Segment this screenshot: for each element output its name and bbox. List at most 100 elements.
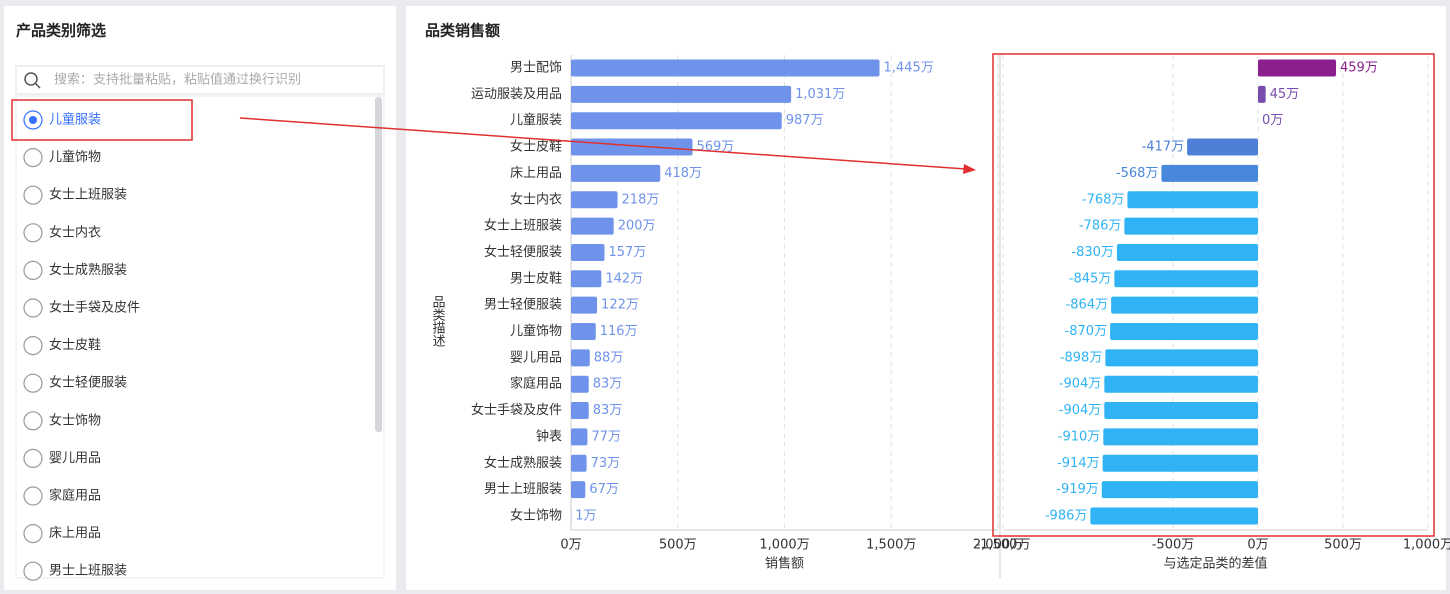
value-label: 88万: [594, 350, 624, 365]
value-label: 0万: [1262, 113, 1283, 128]
y-axis-label: 品类描述: [430, 295, 446, 347]
option-label[interactable]: 女士手袋及皮件: [49, 300, 140, 316]
category-label: 女士内衣: [510, 191, 562, 207]
value-label: 987万: [786, 113, 824, 128]
value-label: 1,031万: [795, 87, 845, 102]
x-tick-label: 1,000万: [1403, 538, 1450, 553]
value-label: -919万: [1056, 482, 1099, 497]
x-axis-label: 与选定品类的差值: [1163, 556, 1267, 572]
radio[interactable]: [24, 374, 42, 392]
category-label: 女士上班服装: [484, 218, 562, 234]
bar: [1124, 218, 1258, 235]
radio[interactable]: [24, 449, 42, 467]
option-label[interactable]: 女士饰物: [49, 412, 101, 428]
value-label: -568万: [1116, 166, 1159, 181]
x-tick-label: 500万: [659, 538, 697, 553]
x-axis-label: 销售额: [765, 556, 804, 572]
option-label[interactable]: 床上用品: [49, 526, 101, 541]
bar: [1187, 139, 1258, 156]
category-label: 儿童服装: [510, 112, 562, 128]
bar: [1258, 86, 1266, 103]
bar: [1117, 244, 1258, 261]
filter-title: 产品类别筛选: [16, 22, 106, 40]
category-label: 女士皮鞋: [510, 139, 562, 155]
bar: [571, 481, 585, 498]
value-label: 459万: [1340, 61, 1378, 76]
category-label: 男士配饰: [510, 61, 562, 76]
category-label: 运动服装及用品: [471, 87, 562, 102]
x-tick-label: 0万: [1247, 538, 1268, 553]
x-tick-label: 1,000万: [759, 538, 809, 553]
value-label: 116万: [600, 324, 638, 339]
option-label[interactable]: 女士上班服装: [49, 187, 127, 203]
radio[interactable]: [24, 562, 42, 580]
bar: [1161, 165, 1258, 182]
bar: [571, 455, 587, 472]
radio[interactable]: [24, 224, 42, 242]
bar: [1114, 270, 1258, 287]
option-label[interactable]: 婴儿用品: [49, 451, 101, 466]
bar: [571, 270, 601, 287]
search-placeholder: 搜索：支持批量粘贴，粘贴值通过换行识别: [54, 72, 301, 88]
value-label: 1,445万: [884, 61, 934, 76]
value-label: 418万: [664, 166, 702, 181]
bar: [571, 191, 618, 208]
value-label: -786万: [1079, 219, 1122, 234]
bar: [1110, 323, 1258, 340]
value-label: -845万: [1069, 271, 1112, 286]
radio[interactable]: [24, 412, 42, 430]
bar: [571, 86, 791, 103]
radio[interactable]: [24, 525, 42, 543]
value-label: 142万: [605, 271, 643, 286]
category-label: 男士上班服装: [484, 482, 562, 497]
value-label: -864万: [1066, 298, 1109, 313]
option-label[interactable]: 女士轻便服装: [49, 375, 127, 391]
category-label: 女士成熟服装: [484, 455, 562, 471]
value-label: -870万: [1065, 324, 1108, 339]
radio[interactable]: [24, 487, 42, 505]
bar: [1127, 191, 1258, 208]
bar: [1090, 507, 1258, 524]
category-label: 男士皮鞋: [510, 270, 562, 286]
option-label[interactable]: 家庭用品: [49, 488, 101, 504]
option-label[interactable]: 女士成熟服装: [49, 262, 127, 278]
category-label: 钟表: [536, 428, 562, 444]
chart-title: 品类销售额: [425, 22, 500, 40]
value-label: 1万: [575, 508, 596, 523]
value-label: -768万: [1082, 192, 1125, 207]
category-label: 男士轻便服装: [484, 298, 562, 313]
x-tick-label: -500万: [1152, 538, 1195, 553]
option-label[interactable]: 女士皮鞋: [49, 337, 101, 353]
radio[interactable]: [24, 299, 42, 317]
category-label: 女士轻便服装: [484, 244, 562, 260]
bar: [1102, 481, 1258, 498]
bar: [1105, 349, 1258, 366]
value-label: 67万: [589, 482, 619, 497]
value-label: -914万: [1057, 456, 1100, 471]
radio[interactable]: [24, 261, 42, 279]
category-label: 婴儿用品: [510, 350, 562, 365]
bar: [1111, 297, 1258, 314]
bar: [1104, 402, 1258, 419]
option-label[interactable]: 男士上班服装: [49, 564, 127, 579]
radio-dot: [29, 116, 37, 124]
bar: [571, 112, 782, 129]
option-label[interactable]: 儿童饰物: [49, 149, 101, 165]
radio[interactable]: [24, 186, 42, 204]
value-label: 218万: [622, 192, 660, 207]
category-label: 儿童饰物: [510, 323, 562, 339]
category-label: 家庭用品: [510, 376, 562, 392]
bar: [571, 165, 660, 182]
x-tick-label: -1,500万: [976, 538, 1031, 553]
option-label[interactable]: 儿童服装: [49, 112, 101, 128]
value-label: -986万: [1045, 508, 1088, 523]
radio[interactable]: [24, 149, 42, 167]
value-label: 83万: [593, 403, 623, 418]
value-label: 45万: [1270, 87, 1300, 102]
radio[interactable]: [24, 337, 42, 355]
bar: [571, 218, 614, 235]
option-label[interactable]: 女士内衣: [49, 224, 101, 240]
scrollbar[interactable]: [375, 97, 382, 432]
x-tick-label: 0万: [560, 538, 581, 553]
